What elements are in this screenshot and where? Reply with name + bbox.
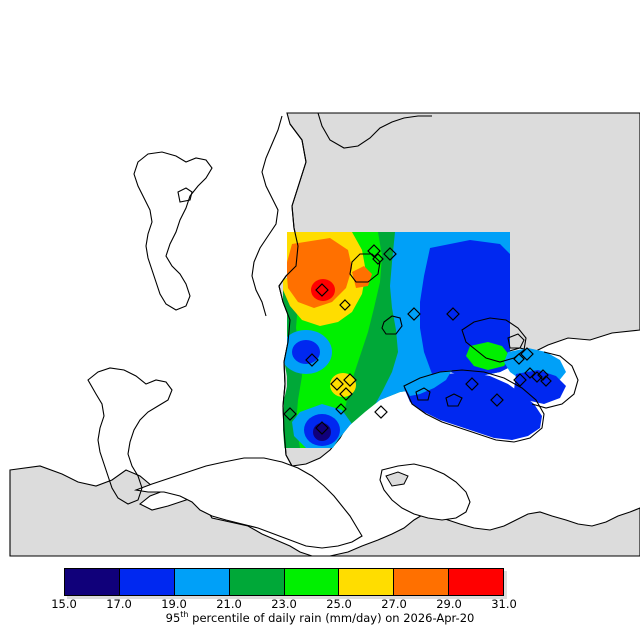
colorbar-segment-5 bbox=[339, 569, 395, 595]
colorbar-caption: 95th percentile of daily rain (mm/day) o… bbox=[0, 610, 640, 625]
station-markers[interactable] bbox=[283, 244, 552, 435]
station-diamond-marker bbox=[343, 373, 357, 387]
station-diamond-marker bbox=[513, 353, 525, 365]
caption-rest: percentile of daily rain (mm/day) on 202… bbox=[188, 610, 475, 625]
colorbar-segment-3 bbox=[229, 569, 285, 595]
colorbar-tick: 21.0 bbox=[216, 597, 242, 611]
colorbar-tick: 17.0 bbox=[106, 597, 132, 611]
colorbar-tick-labels: 15.0 17.0 19.0 21.0 23.0 25.0 27.0 29.0 … bbox=[0, 597, 640, 611]
station-diamond-marker bbox=[465, 377, 479, 391]
station-diamond-marker bbox=[374, 405, 388, 419]
colorbar-tick: 19.0 bbox=[161, 597, 187, 611]
station-diamond-marker bbox=[305, 353, 319, 367]
contour-field-southeast bbox=[404, 342, 566, 440]
colorbar-tick: 27.0 bbox=[381, 597, 407, 611]
station-diamond-marker bbox=[513, 373, 527, 387]
station-diamond-marker bbox=[339, 387, 353, 401]
colorbar-tick: 31.0 bbox=[491, 597, 517, 611]
contour-band-27-29 bbox=[286, 238, 352, 308]
station-diamond-marker bbox=[540, 375, 552, 387]
station-diamond-marker bbox=[520, 347, 534, 361]
map-svg bbox=[9, 112, 640, 557]
colorbar-segment-7 bbox=[449, 569, 503, 595]
station-diamond-marker bbox=[283, 407, 297, 421]
station-diamond-marker bbox=[367, 244, 381, 258]
colorbar-segment-6 bbox=[394, 569, 450, 595]
colorbar-segment-1 bbox=[119, 569, 175, 595]
coastline-overlay bbox=[87, 112, 579, 505]
station-diamond-marker bbox=[339, 299, 351, 311]
colorbar-tick: 25.0 bbox=[326, 597, 352, 611]
station-diamond-marker bbox=[531, 371, 543, 383]
station-diamond-marker bbox=[315, 421, 329, 435]
caption-prefix: 95 bbox=[165, 610, 181, 625]
contour-low-south-core bbox=[313, 423, 331, 441]
station-diamond-marker bbox=[537, 369, 549, 381]
station-diamond-marker bbox=[446, 307, 460, 321]
station-diamond-marker bbox=[490, 393, 504, 407]
station-diamond-marker bbox=[383, 247, 397, 261]
station-diamond-marker bbox=[407, 307, 421, 321]
colorbar-tick: 23.0 bbox=[271, 597, 297, 611]
station-diamond-marker bbox=[372, 253, 384, 265]
caption-superscript: th bbox=[180, 610, 189, 619]
station-diamond-marker bbox=[330, 377, 344, 391]
colorbar-segment-0 bbox=[65, 569, 120, 595]
station-diamond-marker bbox=[335, 403, 347, 415]
colorbar[interactable] bbox=[64, 568, 504, 596]
station-diamond-marker bbox=[315, 283, 329, 297]
contour-low-west-core bbox=[292, 340, 320, 364]
colorbar-tick: 15.0 bbox=[51, 597, 77, 611]
map-panel bbox=[9, 112, 640, 557]
contour-band-29-31-core bbox=[311, 279, 335, 301]
colorbar-tick: 29.0 bbox=[436, 597, 462, 611]
station-diamond-marker bbox=[524, 367, 536, 379]
colorbar-segment-2 bbox=[174, 569, 230, 595]
colorbar-segment-4 bbox=[284, 569, 340, 595]
